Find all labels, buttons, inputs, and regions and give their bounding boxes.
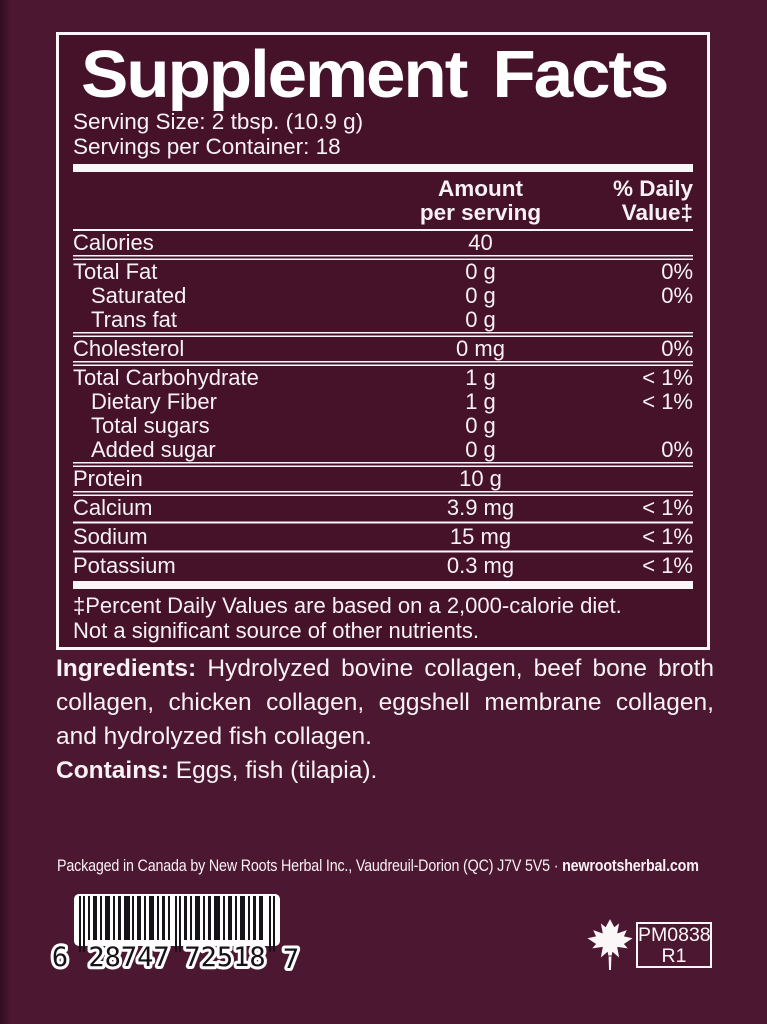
nutrient-row: Dietary Fiber 1 g < 1% [73,390,693,414]
nutrient-dv: 0% [661,336,693,361]
packaged-text: Packaged in Canada by New Roots Herbal I… [57,856,699,876]
ingredients-text: Ingredients: Hydrolyzed bovine collagen,… [56,652,714,754]
nutrient-amount: 15 mg [449,524,512,549]
nutrient-dv: < 1% [642,553,693,578]
website-text: newrootsherbal.com [562,856,699,875]
nutrient-amount: 0 g [465,283,496,308]
nutrient-amount: 3.9 mg [446,495,515,520]
nutrient-name: Dietary Fiber [91,389,217,414]
nutrient-row: Trans fat 0 g [73,308,693,332]
daily-value-header: % Daily Value‡ [578,177,693,225]
nutrient-row: Total Carbohydrate 1 g < 1% [73,366,693,390]
table-bottom-bar [73,581,693,589]
nutrient-name: Cholesterol [73,336,185,361]
ingredients-section: Ingredients: Hydrolyzed bovine collagen,… [56,652,714,788]
nutrient-amount: 1 g [465,389,496,414]
barcode-digit-left: 6 [52,942,68,973]
amount-header: Amount per serving [383,177,578,225]
nutrient-row: Calcium 3.9 mg < 1% [73,496,693,520]
nutrient-amount: 0 g [465,437,496,462]
nutrient-row: Saturated 0 g 0% [73,284,693,308]
nutrient-amount: 10 g [459,466,502,491]
servings-per-container-text: Servings per Container: 18 [73,133,341,159]
nutrient-dv: < 1% [642,495,693,520]
nutrient-name: Sodium [73,524,148,549]
row-separator [73,520,693,525]
supplement-facts-panel: Supplement Facts Serving Size: 2 tbsp. (… [56,32,710,650]
nutrient-dv: < 1% [642,365,693,390]
nutrient-row: Protein 10 g [73,467,693,491]
barcode-bars [79,896,275,952]
nutrient-name: Total Fat [73,259,158,284]
nutrient-name: Potassium [73,553,176,578]
barcode: 6 28747 72518 7 [50,894,302,978]
contains-text: Contains: Eggs, fish (tilapia). [56,754,714,788]
nutrient-name: Protein [73,466,143,491]
nutrient-row: Calories 40 [73,231,693,255]
daily-value-header-line2: Value‡ [621,200,693,225]
nutrient-dv: 0% [661,283,693,308]
barcode-digit-right: 7 [283,944,299,975]
nutrient-name: Trans fat [91,307,177,332]
row-separator [73,462,693,467]
nutrient-row: Added sugar 0 g 0% [73,438,693,462]
amount-header-line1: Amount [438,176,523,201]
table-top-bar [73,164,693,172]
nutrient-amount: 0 g [465,259,496,284]
nutrient-amount: 0 mg [456,336,505,361]
nutrient-amount: 0.3 mg [446,553,515,578]
nutrient-row: Total Fat 0 g 0% [73,260,693,284]
barcode-digits-group2: 72518 [184,942,265,973]
maple-leaf-icon [587,919,633,970]
nutrition-table-header: Amount per serving % Daily Value‡ [73,174,693,231]
nutrient-dv: 0% [661,259,693,284]
nutrient-name: Total sugars [91,413,210,438]
row-separator [73,361,693,366]
barcode-digits-group1: 28747 [88,942,169,973]
nutrient-amount: 0 g [465,307,496,332]
contains-body: Eggs, fish (tilapia). [168,757,378,784]
footnote-line-1: ‡Percent Daily Values are based on a 2,0… [73,593,622,618]
row-separator [73,332,693,337]
serving-size-text: Serving Size: 2 tbsp. (10.9 g) [73,109,364,134]
nutrient-dv: 0% [661,437,693,462]
nutrient-row: Sodium 15 mg < 1% [73,525,693,549]
contains-label: Contains: [56,757,169,784]
nutrient-row: Total sugars 0 g [73,414,693,438]
nutrient-name: Total Carbohydrate [73,365,259,390]
panel-title: Supplement Facts [81,37,669,112]
daily-value-header-line1: % Daily [612,176,693,201]
packaged-body: Packaged in Canada by New Roots Herbal I… [57,856,563,875]
nutrient-name: Calories [73,230,154,255]
nutrition-table: Calories 40 Total Fat 0 g 0% Saturated 0 g 0% Tr… [73,231,693,578]
nutrient-row: Potassium 0.3 mg < 1% [73,554,693,578]
ingredients-body: Hydrolyzed bovine collagen, beef bone br… [56,655,714,750]
nutrient-amount: 0 g [465,413,496,438]
revision-code: R1 [661,944,687,967]
pm-code: PM0838 [638,924,711,946]
ingredients-label: Ingredients: [56,655,197,682]
nutrient-amount: 1 g [465,365,496,390]
nutrient-amount: 40 [468,230,493,255]
nutrient-name: Added sugar [91,437,216,462]
nutrient-row: Cholesterol 0 mg 0% [73,337,693,361]
row-separator [73,549,693,554]
row-separator [73,491,693,496]
amount-header-line2: per serving [419,200,542,225]
nutrient-name: Saturated [91,283,187,308]
nutrient-dv: < 1% [642,524,693,549]
row-separator [73,255,693,260]
pm-code-box: PM0838 R1 [636,922,712,968]
nutrient-dv: < 1% [642,389,693,414]
nutrient-name: Calcium [73,495,153,520]
footnote: ‡Percent Daily Values are based on a 2,0… [73,593,693,643]
footnote-line-2: Not a significant source of other nutrie… [73,618,479,643]
